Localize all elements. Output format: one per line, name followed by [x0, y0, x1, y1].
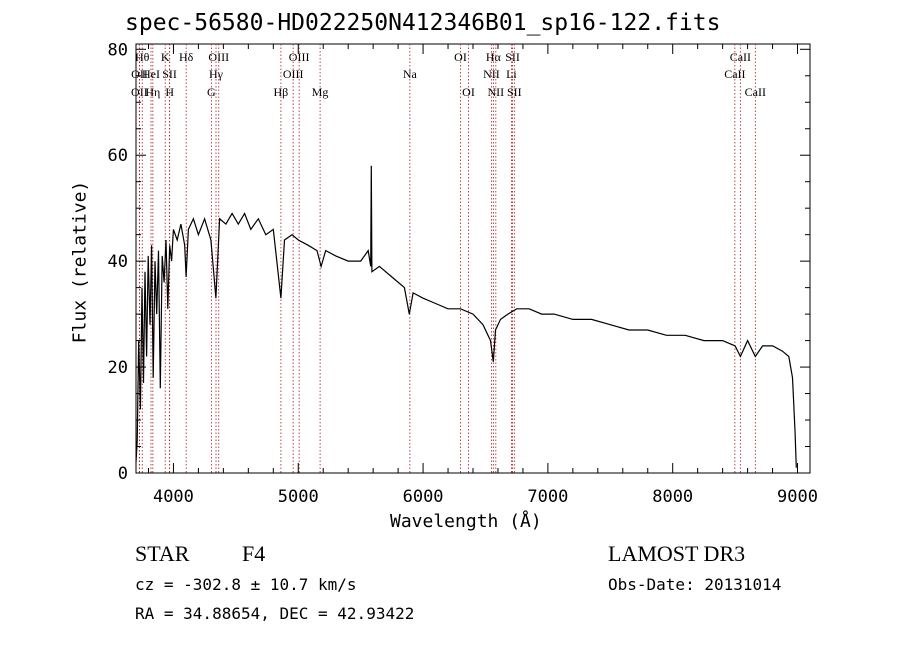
- spectral-line-label: Hγ: [209, 67, 224, 81]
- survey-name: LAMOST DR3: [608, 541, 746, 566]
- observation-date: Obs-Date: 20131014: [608, 575, 782, 594]
- spectral-line-label: OIII: [289, 50, 310, 64]
- spectral-line-label: Hβ: [274, 85, 289, 99]
- x-tick-label: 4000: [153, 487, 194, 507]
- spectral-line-label: OI: [454, 50, 467, 64]
- x-tick-label: 9000: [777, 487, 818, 507]
- spectral-line-label: Mg: [312, 85, 329, 99]
- x-tick-label: 5000: [278, 487, 319, 507]
- spectral-line-label: K: [161, 50, 170, 64]
- object-subclass: F4: [242, 541, 266, 566]
- spectral-line-label: SII: [507, 85, 522, 99]
- spectral-line-label: SII: [162, 67, 177, 81]
- spectral-line-label: CaII: [724, 67, 745, 81]
- spectral-line-label: CaII: [745, 85, 766, 99]
- object-class: STAR: [135, 541, 190, 566]
- redshift-cz: cz = -302.8 ± 10.7 km/s: [135, 575, 357, 594]
- spectral-line-label: H: [165, 85, 174, 99]
- x-tick-label: 7000: [527, 487, 568, 507]
- y-tick-label: 40: [108, 252, 128, 272]
- spectral-line-label: Hδ: [179, 50, 194, 64]
- spectrum-line: [135, 165, 797, 468]
- x-axis-label: Wavelength (Å): [390, 511, 542, 532]
- spectral-line-label: G: [207, 85, 216, 99]
- spectral-line-label: Li: [506, 67, 517, 81]
- spectral-line-label: CaII: [730, 50, 751, 64]
- x-tick-label: 6000: [403, 487, 444, 507]
- spectral-line-label: Hθ: [135, 50, 150, 64]
- y-tick-label: 60: [108, 146, 128, 166]
- x-tick-label: 8000: [652, 487, 693, 507]
- y-axis-label: Flux (relative): [69, 180, 91, 344]
- spectral-line-label: NII: [488, 85, 505, 99]
- y-tick-label: 20: [108, 358, 128, 378]
- y-tick-label: 0: [118, 464, 128, 484]
- spectral-line-label: OII: [131, 67, 148, 81]
- spectral-line-label: OIII: [283, 67, 304, 81]
- spectral-line-label: SII: [505, 50, 520, 64]
- spectral-line-label: OIII: [208, 50, 229, 64]
- chart-title: spec-56580-HD022250N412346B01_sp16-122.f…: [125, 10, 721, 36]
- spectral-line-label: OI: [462, 85, 475, 99]
- spectral-line-label: Na: [403, 67, 418, 81]
- spectral-line-label: OII: [131, 85, 148, 99]
- spectral-line-label: HeI: [142, 67, 160, 81]
- spectral-line-label: Hη: [145, 85, 160, 99]
- coordinates: RA = 34.88654, DEC = 42.93422: [135, 604, 415, 623]
- spectral-line-label: NII: [483, 67, 500, 81]
- y-tick-label: 80: [108, 40, 128, 60]
- plot-frame: [135, 43, 811, 474]
- spectral-line-label: Hα: [486, 50, 502, 64]
